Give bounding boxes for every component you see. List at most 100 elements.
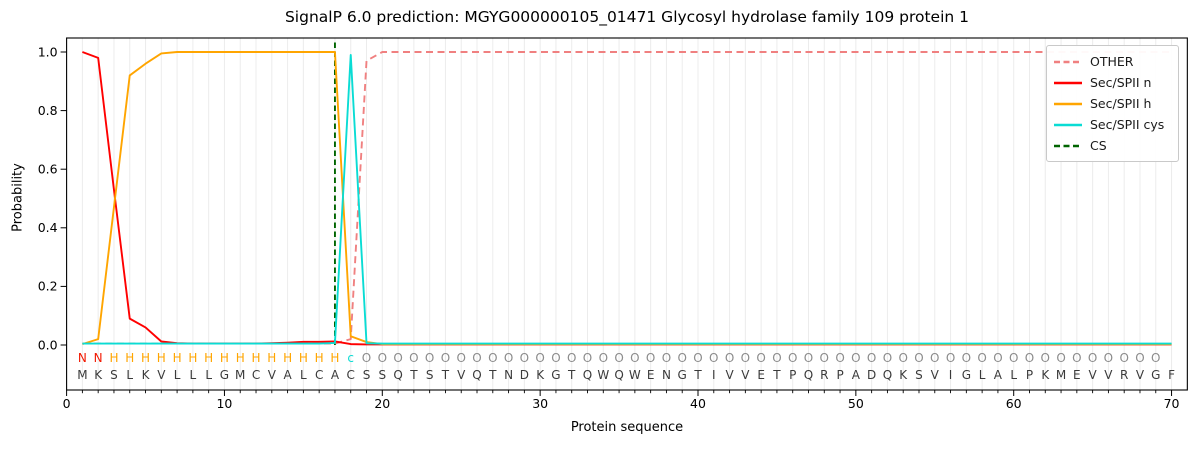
sequence-letter: V [931, 368, 940, 382]
sequence-letter: E [757, 368, 765, 382]
annotation-letter: O [709, 351, 718, 365]
legend-entry-other: OTHER [1054, 51, 1178, 72]
legend-label: Sec/SPII n [1090, 75, 1152, 90]
y-tick-label: 0.4 [38, 220, 58, 235]
annotation-letter: N [94, 351, 103, 365]
sequence-letter: S [915, 368, 923, 382]
annotation-letter: O [1119, 351, 1128, 365]
sequence-letter: G [220, 368, 229, 382]
sequence-letter: P [789, 368, 796, 382]
sequence-letter: C [315, 368, 323, 382]
sequence-letter: E [1073, 368, 1081, 382]
annotation-letter: O [1056, 351, 1065, 365]
annotation-letter: H [330, 351, 339, 365]
legend-line-swatch [1054, 60, 1082, 63]
legend-entry-cs: CS [1054, 135, 1178, 156]
sequence-letter: T [567, 368, 576, 382]
annotation-letter: N [78, 351, 87, 365]
y-tick-label: 1.0 [38, 44, 58, 59]
sequence-letter: V [457, 368, 466, 382]
sequence-letter: K [1041, 368, 1050, 382]
annotation-letter: O [1025, 351, 1034, 365]
sequence-letter: I [712, 368, 716, 382]
sequence-letter: N [662, 368, 671, 382]
sequence-letter: A [852, 368, 861, 382]
sequence-letter: G [1151, 368, 1160, 382]
x-tick-label: 50 [848, 396, 864, 411]
sequence-letter: M [235, 368, 245, 382]
sequence-letter: V [1136, 368, 1145, 382]
sequence-letter: S [426, 368, 434, 382]
x-tick-label: 70 [1164, 396, 1180, 411]
legend-box: OTHER Sec/SPII n Sec/SPII h Sec/SPII cys CS [1046, 45, 1179, 162]
sequence-letter: P [836, 368, 843, 382]
x-tick-label: 40 [690, 396, 706, 411]
sequence-letter: T [488, 368, 497, 382]
annotation-letter: O [772, 351, 781, 365]
annotation-letter: H [188, 351, 197, 365]
legend-line-swatch [1054, 123, 1082, 126]
annotation-letter: H [173, 351, 182, 365]
y-tick-label: 0.6 [38, 162, 58, 177]
legend-entry-sec-spii-h: Sec/SPII h [1054, 93, 1178, 114]
annotation-letter: O [504, 351, 513, 365]
sequence-letter: V [1089, 368, 1098, 382]
sequence-letter: T [772, 368, 781, 382]
sequence-letter: N [504, 368, 513, 382]
annotation-letter: O [520, 351, 529, 365]
annotation-letter: H [252, 351, 261, 365]
annotation-letter: O [551, 351, 560, 365]
sequence-letter: L [126, 368, 133, 382]
annotation-letter: O [756, 351, 765, 365]
x-tick-label: 60 [1006, 396, 1022, 411]
annotation-letter: O [583, 351, 592, 365]
chart-title: SignalP 6.0 prediction: MGYG000000105_01… [284, 8, 970, 26]
series-sec-spii-n [82, 51, 1172, 346]
annotation-letter: H [204, 351, 213, 365]
legend-label: Sec/SPII h [1090, 96, 1152, 111]
annotation-letter: O [646, 351, 655, 365]
sequence-letter: M [77, 368, 87, 382]
sequence-letter: Q [583, 368, 592, 382]
sequence-letter: M [1056, 368, 1066, 382]
annotation-letter: O [599, 351, 608, 365]
annotation-letter: H [267, 351, 276, 365]
annotation-letter: O [851, 351, 860, 365]
annotation-letter: O [1072, 351, 1081, 365]
legend-label: OTHER [1090, 54, 1134, 69]
annotation-letter: O [1104, 351, 1113, 365]
sequence-letter: D [520, 368, 529, 382]
axes-frame [66, 37, 1188, 391]
sequence-letter: G [678, 368, 687, 382]
sequence-letter: R [820, 368, 828, 382]
annotation-letter: O [977, 351, 986, 365]
annotation-letter: O [393, 351, 402, 365]
sequence-letter: T [409, 368, 418, 382]
annotation-letter: O [1088, 351, 1097, 365]
annotation-letter: O [425, 351, 434, 365]
annotation-letter: H [141, 351, 150, 365]
annotation-letter: O [535, 351, 544, 365]
sequence-letter: T [693, 368, 702, 382]
y-tick-label: 0.0 [38, 337, 58, 352]
legend-label: CS [1090, 138, 1107, 153]
sequence-letter: V [157, 368, 166, 382]
x-axis-label: Protein sequence [570, 420, 684, 435]
sequence-letter: W [629, 368, 641, 382]
sequence-letter: L [300, 368, 307, 382]
annotation-letter: O [962, 351, 971, 365]
sequence-letter: F [1168, 368, 1175, 382]
annotation-letter: O [378, 351, 387, 365]
annotation-letter: H [315, 351, 324, 365]
sequence-letter: L [190, 368, 197, 382]
annotation-letter: O [1041, 351, 1050, 365]
annotation-letter: O [567, 351, 576, 365]
annotation-letter: O [1151, 351, 1160, 365]
sequence-letter: Q [472, 368, 481, 382]
sequence-letter: S [110, 368, 118, 382]
annotation-letter: O [914, 351, 923, 365]
legend-label: Sec/SPII cys [1090, 117, 1165, 132]
annotation-letter: O [898, 351, 907, 365]
sequence-letter: S [378, 368, 386, 382]
annotation-letter: O [409, 351, 418, 365]
